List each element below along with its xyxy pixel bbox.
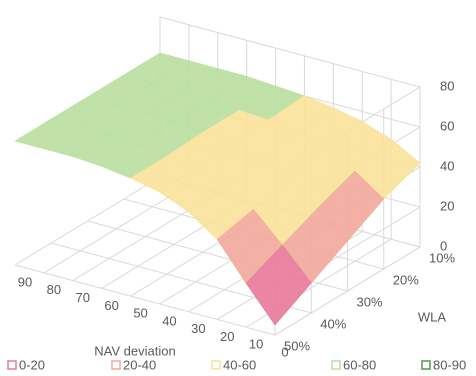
z-tick-label: 20 [440, 198, 454, 213]
legend-label: 80-90 [433, 357, 466, 372]
x-tick-label: 20 [220, 329, 234, 344]
x-tick-label: 70 [76, 290, 90, 305]
x-tick-label: 90 [18, 274, 32, 289]
x-axis-title: NAV deviation [94, 343, 175, 358]
legend-label: 40-60 [223, 357, 256, 372]
legend-label: 20-40 [123, 357, 156, 372]
surface-cell [245, 244, 312, 326]
y-tick-label: 30% [356, 294, 382, 309]
z-tick-label: 40 [440, 158, 454, 173]
x-tick-label: 40 [162, 313, 176, 328]
legend-swatch [421, 360, 431, 370]
x-tick-label: 10 [249, 337, 263, 352]
x-tick-label: 80 [47, 282, 61, 297]
x-tick-label: 50 [133, 306, 147, 321]
y-axis-title: WLA [418, 309, 447, 324]
legend-swatch [7, 360, 17, 370]
y-tick-label: 20% [393, 272, 419, 287]
legend-swatch [111, 360, 121, 370]
z-tick-label: 80 [440, 78, 454, 93]
legend-label: 60-80 [343, 357, 376, 372]
x-tick-label: 60 [104, 298, 118, 313]
z-tick-label: 60 [440, 118, 454, 133]
y-tick-label: 40% [320, 316, 346, 331]
x-tick-label: 0 [281, 344, 288, 359]
legend-swatch [211, 360, 221, 370]
y-tick-label: 50% [284, 338, 310, 353]
legend-swatch [331, 360, 341, 370]
legend-label: 0-20 [19, 357, 45, 372]
z-tick-label: 0 [440, 238, 447, 253]
y-tick-label: 10% [429, 250, 455, 265]
x-tick-label: 30 [191, 321, 205, 336]
